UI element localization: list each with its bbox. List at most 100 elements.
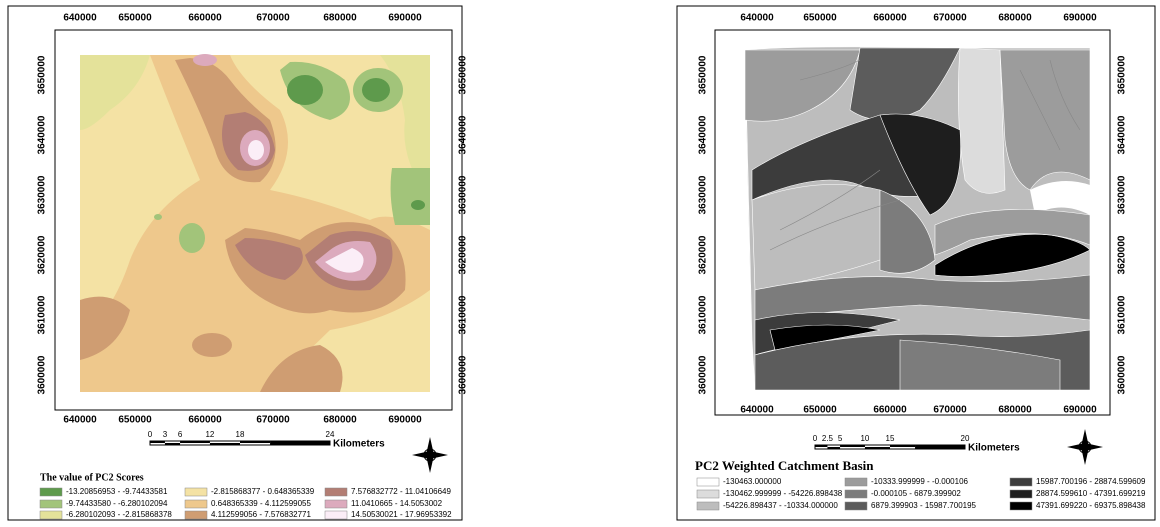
- north-arrow: [412, 437, 448, 473]
- catchment-map: [744, 46, 1091, 391]
- legend-swatch: [844, 501, 868, 511]
- y-coord-label: 3620000: [698, 235, 709, 274]
- basin: [934, 209, 1091, 256]
- y-coord-label: 3610000: [1117, 295, 1128, 334]
- x-coord-label: 660000: [188, 415, 222, 426]
- y-coord-label: 3650000: [1117, 55, 1128, 94]
- y-coord-label: 3600000: [37, 355, 48, 394]
- y-coord-label: 3630000: [1117, 175, 1128, 214]
- legend-swatch: [324, 510, 348, 520]
- zone: [380, 55, 430, 200]
- legend-label: 14.50530021 - 17.96953392: [351, 510, 452, 519]
- x-coord-label: 690000: [1063, 405, 1097, 416]
- scale-label: 10: [860, 434, 869, 443]
- y-coord-label: 3640000: [1117, 115, 1128, 154]
- legend-label: 0.648365339 - 4.112599055: [211, 499, 311, 508]
- scale-unit: Kilometers: [333, 439, 385, 450]
- legend-label: -130463.000000: [723, 477, 782, 486]
- legend-swatch: [184, 487, 208, 497]
- x-coord-label: 650000: [803, 13, 837, 24]
- x-coord-label: 670000: [256, 13, 290, 24]
- x-coord-label: 680000: [998, 13, 1032, 24]
- y-coord-label: 3640000: [458, 115, 469, 154]
- legend-label: 47391.699220 - 69375.898438: [1036, 501, 1146, 510]
- legend-swatch: [844, 489, 868, 499]
- x-coord-label: 650000: [118, 415, 152, 426]
- x-coord-label: 660000: [873, 405, 907, 416]
- x-coord-label: 640000: [63, 13, 97, 24]
- zone: [390, 168, 430, 225]
- x-coord-label: 640000: [740, 405, 774, 416]
- zone: [154, 214, 162, 220]
- basin: [934, 234, 1091, 277]
- scale-bar-segment: [815, 445, 828, 447]
- x-coord-label: 640000: [740, 13, 774, 24]
- scale-bar-segment: [840, 445, 865, 447]
- y-coord-label: 3610000: [37, 295, 48, 334]
- legend-swatch: [39, 499, 63, 509]
- basin: [1030, 181, 1090, 215]
- zone: [80, 55, 150, 130]
- scale-bar-segment: [240, 441, 271, 443]
- zone: [179, 223, 205, 253]
- scale-label: 6: [178, 430, 183, 439]
- scale-bar-segment: [270, 441, 330, 445]
- zone: [248, 140, 264, 160]
- scale-unit: Kilometers: [968, 443, 1020, 454]
- scale-label: 0: [813, 434, 818, 443]
- scale-label: 24: [326, 430, 335, 439]
- x-coord-label: 660000: [873, 13, 907, 24]
- legend-label: 28874.599610 - 47391.699219: [1036, 489, 1146, 498]
- basin: [744, 49, 861, 122]
- scale-label: 0: [148, 430, 153, 439]
- legend-title: The value of PC2 Scores: [40, 472, 144, 483]
- legend-swatch: [1009, 501, 1033, 511]
- legend-swatch: [696, 501, 720, 511]
- scale-bar-segment: [209, 443, 240, 445]
- legend-swatch: [1009, 477, 1033, 487]
- scale-bar-segment: [150, 441, 165, 443]
- y-coord-label: 3650000: [458, 55, 469, 94]
- legend-swatch: [844, 477, 868, 487]
- y-coord-label: 3620000: [1117, 235, 1128, 274]
- panel-border: [7, 5, 463, 521]
- zone: [193, 54, 217, 66]
- legend-swatch: [39, 487, 63, 497]
- legend-swatch: [696, 489, 720, 499]
- legend-label: -13.20856953 - -9.74433581: [66, 487, 168, 496]
- legend-label: 11.0410665 - 14.5053002: [351, 499, 443, 508]
- map-frame: [54, 29, 453, 411]
- x-coord-label: 680000: [323, 415, 357, 426]
- legend-swatch: [39, 510, 63, 520]
- map-frame: [714, 29, 1111, 416]
- x-coord-label: 640000: [63, 415, 97, 426]
- scale-bar-segment: [915, 445, 965, 449]
- legend-swatch: [184, 499, 208, 509]
- y-coord-label: 3610000: [458, 295, 469, 334]
- legend-label: -2.815868377 - 0.648365339: [211, 487, 315, 496]
- x-coord-label: 690000: [1063, 13, 1097, 24]
- scale-label: 20: [961, 434, 970, 443]
- x-coord-label: 690000: [388, 13, 422, 24]
- x-coord-label: 670000: [256, 415, 290, 426]
- legend-label: -9.74433580 - -6.280102094: [66, 499, 168, 508]
- y-coord-label: 3620000: [458, 235, 469, 274]
- panel-border: [676, 5, 1156, 521]
- x-coord-label: 670000: [933, 13, 967, 24]
- zone: [260, 345, 343, 392]
- scale-label: 5: [838, 434, 843, 443]
- y-coord-label: 3620000: [37, 235, 48, 274]
- legend-title: PC2 Weighted Catchment Basin: [695, 458, 874, 473]
- scale-label: 12: [205, 430, 214, 439]
- legend-label: 15987.700196 - 28874.599609: [1036, 477, 1146, 486]
- y-coord-label: 3630000: [698, 175, 709, 214]
- zone: [235, 238, 303, 280]
- legend-swatch: [324, 499, 348, 509]
- y-coord-label: 3630000: [37, 175, 48, 214]
- scale-label: 18: [236, 430, 245, 439]
- legend-label: 7.576832772 - 11.04106649: [351, 487, 451, 496]
- zone: [80, 296, 130, 360]
- x-coord-label: 680000: [998, 405, 1032, 416]
- scale-bar-segment: [164, 443, 181, 445]
